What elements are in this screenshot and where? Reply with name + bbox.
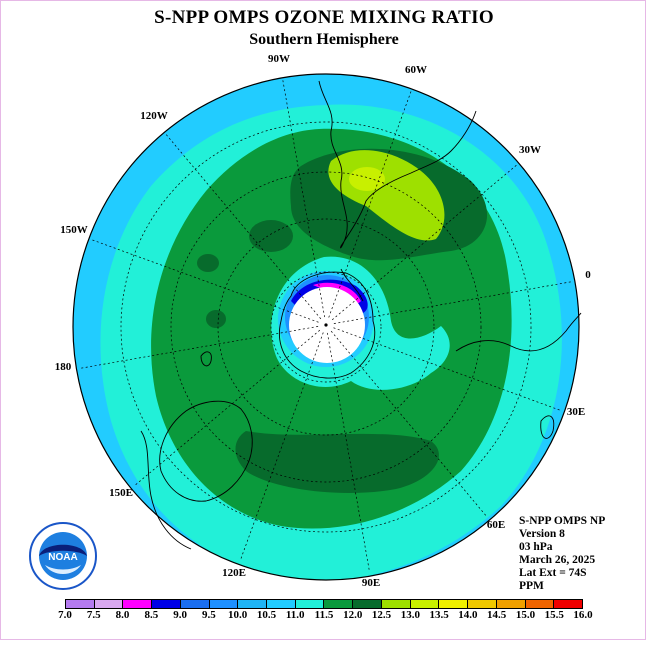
colorbar-swatch <box>381 600 411 608</box>
polar-ozone-map <box>72 73 582 581</box>
south-pole-marker <box>324 323 328 327</box>
colorbar-swatch <box>353 600 382 608</box>
colorbar-swatch <box>324 600 354 608</box>
colorbar-tick-label: 7.0 <box>58 609 72 621</box>
graticule <box>79 78 573 572</box>
colorbar-tick-label: 13.0 <box>400 609 420 621</box>
noaa-logo-text: NOAA <box>48 552 77 563</box>
australia-coast <box>159 400 253 502</box>
info-level: 03 hPa <box>519 541 553 553</box>
latitude-circle-15s <box>120 121 532 533</box>
lon-label-60w: 60W <box>405 64 427 76</box>
noaa-logo: NOAA <box>29 522 97 590</box>
colorbar-tick-label: 14.0 <box>458 609 478 621</box>
lon-label-150e: 150E <box>109 487 133 499</box>
colorbar-tick-label: 12.5 <box>371 609 392 621</box>
page-subtitle: Southern Hemisphere <box>249 31 399 48</box>
colorbar-swatch <box>496 600 526 608</box>
latitude-circle-45s <box>217 218 435 436</box>
map-border <box>72 73 580 581</box>
info-date: March 26, 2025 <box>519 554 596 566</box>
info-version: Version 8 <box>519 528 565 540</box>
dark-green-lobe-south <box>235 431 439 493</box>
colorbar-tick-label: 14.5 <box>487 609 507 621</box>
colorbar-swatch <box>209 600 239 608</box>
yellow-maximum <box>349 167 385 191</box>
dark-green-blob-south-west <box>206 310 226 328</box>
south-america-coast <box>318 80 477 249</box>
colorbar-tick-label: 13.5 <box>429 609 449 621</box>
colorbar-swatch <box>123 600 153 608</box>
dark-green-notch <box>410 291 427 308</box>
info-block: S-NPP OMPS NP Version 8 03 hPa March 26,… <box>519 515 605 593</box>
info-lat-ext: Lat Ext = 74S <box>519 567 587 579</box>
colorbar-swatch <box>180 600 210 608</box>
lon-label-180: 180 <box>54 361 72 373</box>
colorbar-swatch <box>94 600 124 608</box>
colorbar-swatch <box>66 600 95 608</box>
colorbar-tick-label: 12.0 <box>343 609 363 621</box>
coastlines <box>140 80 582 550</box>
lon-label-90e: 90E <box>361 577 381 589</box>
dark-green-blob-west <box>249 220 293 252</box>
antarctica-coast <box>279 271 376 379</box>
colorbar-tick-label: 11.5 <box>314 609 334 621</box>
colorbar-tick-label: 16.0 <box>573 609 593 621</box>
lon-label-0: 0 <box>585 269 591 281</box>
lon-label-30e: 30E <box>566 406 586 418</box>
colorbar <box>65 599 583 609</box>
colorbar-swatch <box>410 600 440 608</box>
lon-label-150w: 150W <box>60 224 88 236</box>
colorbar-swatch <box>525 600 555 608</box>
colorbar-tick-label: 15.0 <box>515 609 536 621</box>
contour-layer <box>73 74 579 580</box>
lon-label-90w: 90W <box>268 53 290 65</box>
antarctic-peninsula <box>340 268 364 302</box>
new-zealand-coast <box>200 351 212 367</box>
lon-label-30w: 30W <box>519 144 541 156</box>
info-units: PPM <box>519 580 544 592</box>
latitude-circle-60s <box>270 271 382 383</box>
colorbar-swatch <box>267 600 296 608</box>
lon-label-120w: 120W <box>140 110 168 122</box>
colorbar-swatch <box>439 600 469 608</box>
africa-coast <box>455 312 582 352</box>
madagascar-coast <box>540 415 555 439</box>
colorbar-tick-label: 8.5 <box>144 609 159 621</box>
colorbar-swatch <box>238 600 268 608</box>
colorbar-swatch <box>152 600 181 608</box>
colorbar-tick-label: 7.5 <box>86 609 101 621</box>
indonesia-coast <box>140 430 192 550</box>
colorbar-swatch <box>468 600 497 608</box>
latitude-circle-30s <box>170 171 482 483</box>
colorbar-swatch <box>554 600 582 608</box>
colorbar-tick-label: 10.0 <box>228 609 248 621</box>
dark-green-blob-far-west <box>197 254 219 272</box>
page-title: S-NPP OMPS OZONE MIXING RATIO <box>154 7 494 28</box>
lon-label-120e: 120E <box>222 567 246 579</box>
info-instrument: S-NPP OMPS NP <box>519 515 606 527</box>
colorbar-tick-label: 9.5 <box>202 609 216 621</box>
colorbar-tick-label: 8.0 <box>115 609 130 621</box>
lon-label-60e: 60E <box>486 519 506 531</box>
colorbar-swatch <box>295 600 325 608</box>
colorbar-tick-label: 15.5 <box>544 609 564 621</box>
colorbar-tick-label: 10.5 <box>256 609 277 621</box>
colorbar-tick-label: 9.0 <box>173 609 187 621</box>
colorbar-tick-label: 11.0 <box>285 609 305 621</box>
